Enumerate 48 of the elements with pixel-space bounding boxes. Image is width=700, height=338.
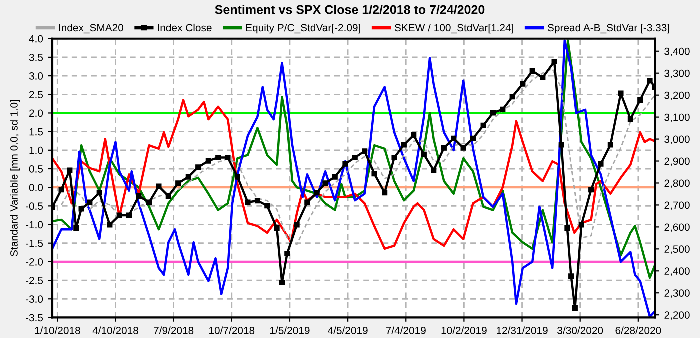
x-tick-label: 4/5/2019 bbox=[328, 326, 368, 334]
x-tick-label: 1/5/2019 bbox=[270, 326, 310, 334]
x-tick-label: 10/7/2018 bbox=[210, 326, 255, 334]
y-tick-label: -3.5 bbox=[26, 314, 44, 322]
y-tick-label: 3.0 bbox=[29, 72, 44, 80]
x-tick-label: 7/4/2019 bbox=[386, 326, 426, 334]
x-tick-label: 12/31/2019 bbox=[497, 326, 548, 334]
legend-label: Equity P/C_StdVar[-2.09] bbox=[246, 24, 360, 34]
y2-tick-label: 3,300 bbox=[664, 70, 690, 78]
y-tick-label: 1.0 bbox=[30, 146, 44, 154]
y2-tick-label: 2,400 bbox=[664, 268, 690, 276]
x-tick-label: 3/30/2020 bbox=[558, 326, 604, 334]
legend-label: Index Close bbox=[158, 24, 212, 32]
chart-title: Sentiment vs SPX Close 1/2/2018 to 7/24/2020 bbox=[215, 5, 485, 14]
y2-tick-label: 2,200 bbox=[664, 312, 690, 320]
y2-tick-label: 3,000 bbox=[664, 136, 690, 144]
y-tick-label: -3.0 bbox=[26, 296, 44, 304]
y-tick-label: -1.0 bbox=[26, 221, 44, 229]
y-tick-label: -1.5 bbox=[26, 240, 44, 248]
y-tick-label: -2.0 bbox=[26, 258, 44, 266]
y2-tick-label: 2,500 bbox=[664, 246, 690, 254]
line-series bbox=[52, 99, 656, 250]
y2-tick-label: 2,900 bbox=[664, 158, 690, 166]
y2-tick-label: 2,600 bbox=[664, 224, 690, 232]
y2-tick-label: 2,800 bbox=[664, 180, 690, 188]
x-tick-label: 7/9/2018 bbox=[154, 326, 194, 334]
legend-label: SKEW / 100_StdVar[1.24] bbox=[394, 24, 514, 34]
y2-tick-label: 3,200 bbox=[664, 92, 690, 100]
y2-tick-label: 3,400 bbox=[664, 48, 690, 57]
y2-tick-label: 3,100 bbox=[664, 114, 690, 122]
y-tick-label: 0.5 bbox=[29, 166, 44, 173]
y-tick-label: 2.0 bbox=[30, 110, 44, 118]
x-tick-label: 10/2/2019 bbox=[442, 326, 487, 334]
x-tick-label: 6/28/2020 bbox=[616, 326, 662, 334]
y-axis-title: Standard Variable [mn 0.0, sd 1.0] bbox=[10, 100, 20, 256]
y-tick-label: -2.5 bbox=[26, 277, 44, 284]
y-tick-label: 3.5 bbox=[29, 54, 44, 62]
legend-label: Spread A-B_StdVar [-3.33] bbox=[548, 24, 670, 34]
y-tick-label: 4.0 bbox=[29, 35, 44, 43]
y2-tick-label: 2,700 bbox=[664, 202, 690, 210]
y-tick-label: 1.5 bbox=[30, 128, 44, 136]
x-tick-label: 4/10/2018 bbox=[92, 326, 138, 334]
legend-label: Index_SMA20 bbox=[59, 24, 124, 34]
x-tick-label: 1/10/2018 bbox=[35, 326, 80, 334]
y-tick-label: -0.5 bbox=[26, 202, 44, 210]
y2-tick-label: 2,300 bbox=[664, 290, 690, 298]
y-tick-label: 0.0 bbox=[29, 184, 44, 192]
y-tick-label: 2.5 bbox=[30, 91, 44, 99]
